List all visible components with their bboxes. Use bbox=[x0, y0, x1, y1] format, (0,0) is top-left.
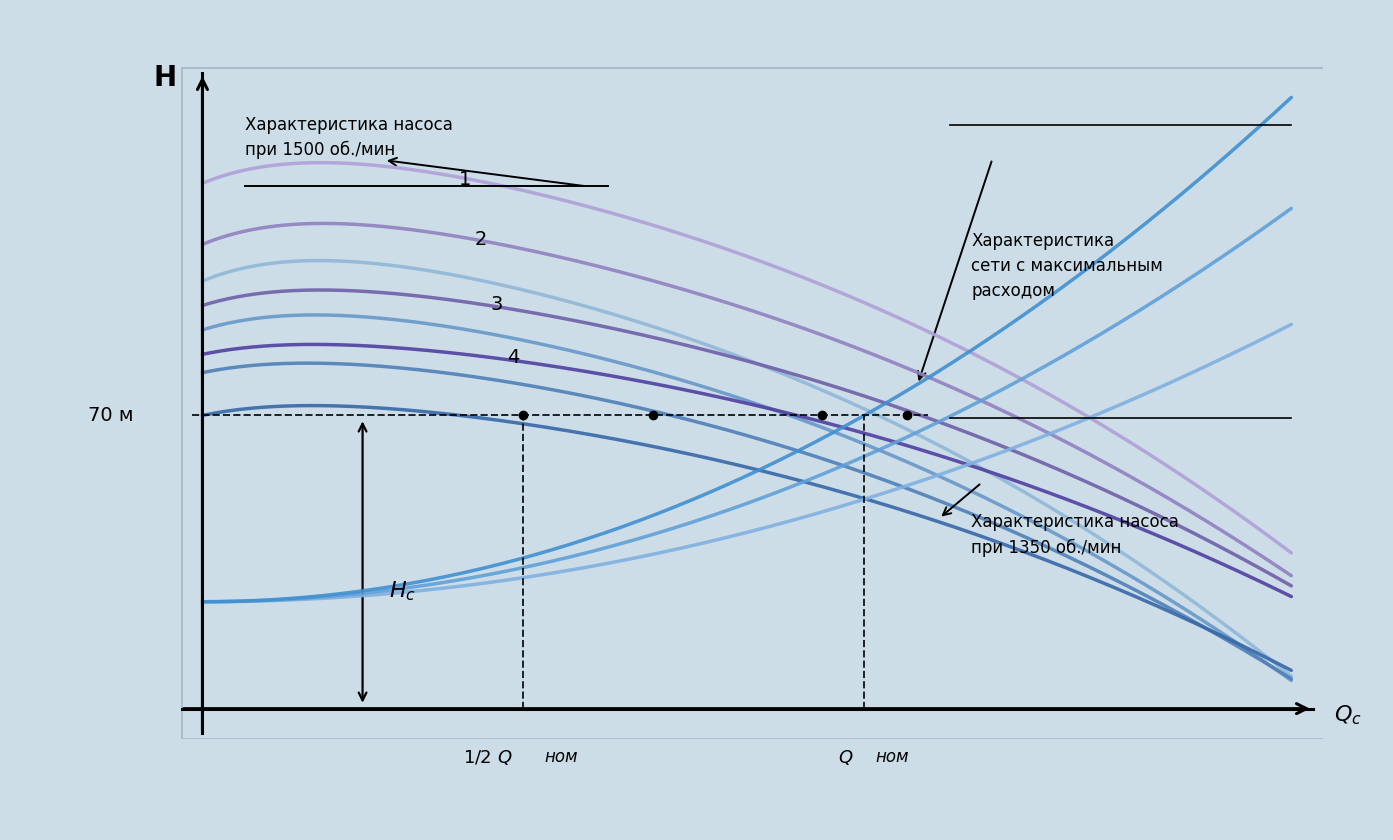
Text: 2: 2 bbox=[475, 230, 488, 249]
Text: 1/2 $Q$: 1/2 $Q$ bbox=[462, 748, 513, 768]
Text: H: H bbox=[153, 64, 177, 92]
Text: ном: ном bbox=[875, 748, 908, 766]
Text: Характеристика насоса
при 1350 об./мин: Характеристика насоса при 1350 об./мин bbox=[971, 513, 1178, 557]
Text: ном: ном bbox=[545, 748, 578, 766]
Text: $Q_c$: $Q_c$ bbox=[1334, 703, 1362, 727]
Text: 70 м: 70 м bbox=[88, 406, 134, 425]
Text: 4: 4 bbox=[507, 348, 520, 367]
Text: $H_c$: $H_c$ bbox=[389, 580, 417, 603]
Text: $Q$: $Q$ bbox=[839, 748, 854, 768]
Text: Характеристика
сети с максимальным
расходом: Характеристика сети с максимальным расхо… bbox=[971, 232, 1163, 300]
Text: Характеристика насоса
при 1500 об./мин: Характеристика насоса при 1500 об./мин bbox=[245, 116, 453, 160]
Text: 3: 3 bbox=[490, 295, 503, 314]
Text: 1: 1 bbox=[458, 170, 471, 189]
